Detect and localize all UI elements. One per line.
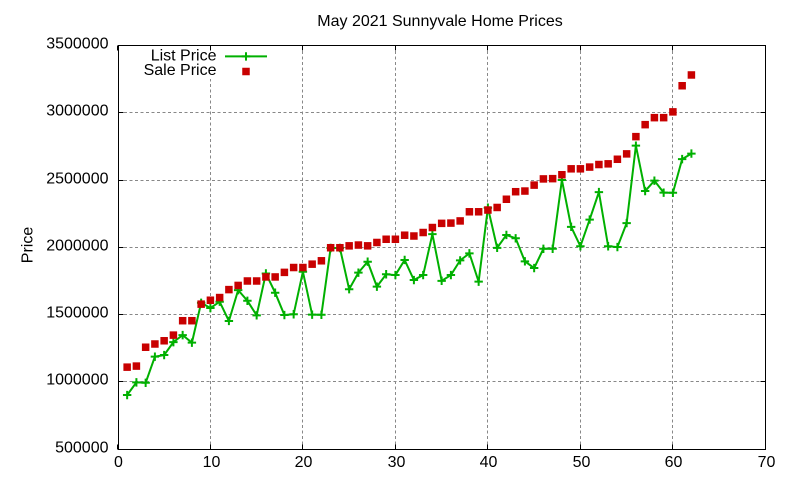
svg-text:Price: Price — [19, 227, 36, 264]
svg-text:500000: 500000 — [55, 439, 108, 456]
svg-text:70: 70 — [758, 454, 776, 471]
svg-text:1000000: 1000000 — [46, 371, 108, 388]
svg-text:20: 20 — [295, 454, 313, 471]
svg-text:10: 10 — [203, 454, 221, 471]
svg-text:2500000: 2500000 — [46, 170, 108, 187]
svg-text:3000000: 3000000 — [46, 102, 108, 119]
svg-text:40: 40 — [480, 454, 498, 471]
svg-text:1500000: 1500000 — [46, 304, 108, 321]
svg-text:0: 0 — [114, 454, 123, 471]
svg-text:50: 50 — [573, 454, 591, 471]
svg-text:2000000: 2000000 — [46, 237, 108, 254]
svg-text:May 2021 Sunnyvale Home Prices: May 2021 Sunnyvale Home Prices — [317, 13, 562, 30]
svg-text:Sale Price: Sale Price — [144, 62, 217, 79]
svg-text:60: 60 — [665, 454, 683, 471]
svg-text:List Price: List Price — [151, 47, 217, 64]
svg-text:30: 30 — [388, 454, 406, 471]
svg-text:3500000: 3500000 — [46, 35, 108, 52]
